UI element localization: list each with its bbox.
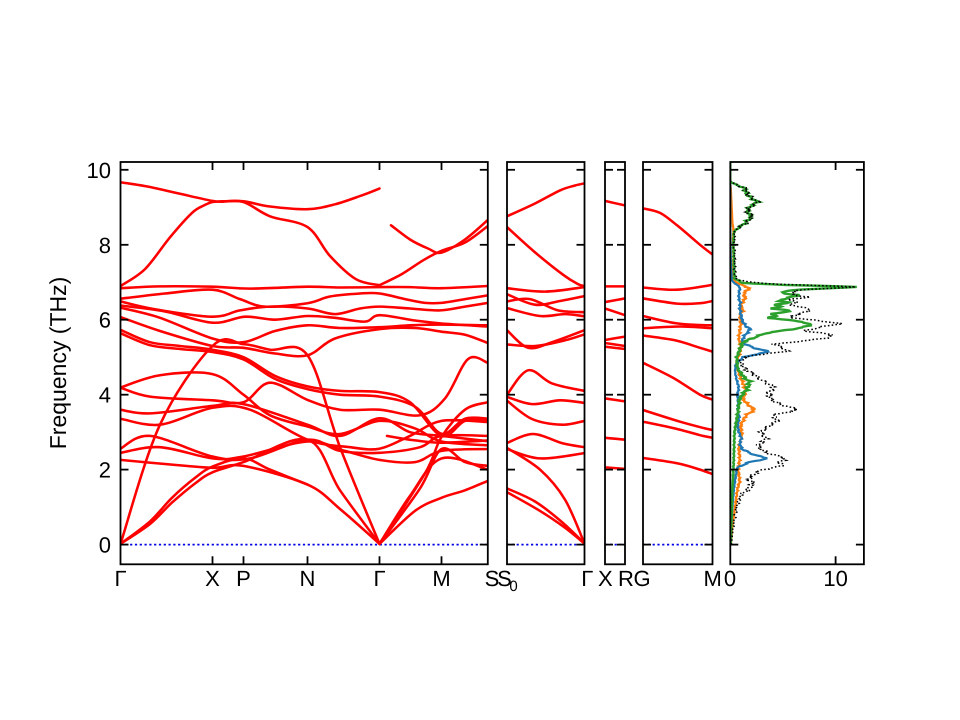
svg-text:Γ: Γ: [373, 566, 385, 591]
svg-text:S: S: [485, 566, 500, 591]
svg-text:8: 8: [99, 233, 111, 258]
svg-text:2: 2: [99, 458, 111, 483]
svg-text:G: G: [633, 566, 650, 591]
svg-text:Frequency (THz): Frequency (THz): [45, 277, 71, 450]
svg-text:Γ: Γ: [581, 566, 593, 591]
svg-text:4: 4: [99, 383, 111, 408]
svg-text:Γ: Γ: [114, 566, 126, 591]
svg-text:N: N: [300, 566, 316, 591]
svg-text:6: 6: [99, 308, 111, 333]
svg-text:0: 0: [724, 566, 736, 591]
svg-text:10: 10: [87, 158, 111, 183]
svg-text:X: X: [205, 566, 220, 591]
svg-text:P: P: [236, 566, 251, 591]
svg-text:R: R: [618, 566, 634, 591]
svg-text:M: M: [704, 566, 722, 591]
svg-text:X: X: [598, 566, 613, 591]
svg-text:M: M: [432, 566, 450, 591]
svg-text:0: 0: [509, 578, 517, 595]
svg-text:0: 0: [99, 533, 111, 558]
svg-text:S: S: [497, 566, 512, 591]
svg-text:10: 10: [823, 566, 847, 591]
